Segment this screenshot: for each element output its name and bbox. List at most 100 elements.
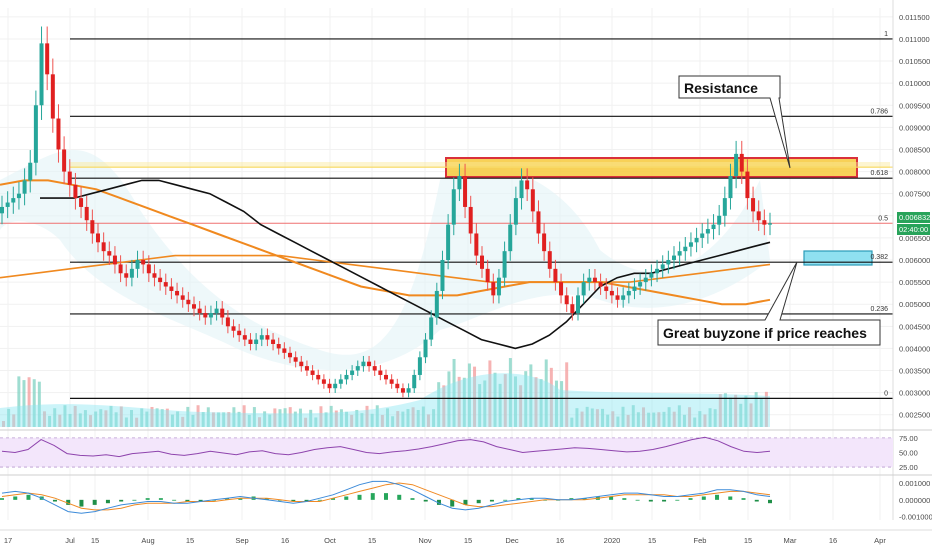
candle-body	[581, 282, 586, 296]
price-tick-label: 0.004500	[899, 322, 930, 331]
volume-bar	[222, 412, 226, 427]
volume-bar	[508, 358, 512, 427]
candle-body	[553, 268, 558, 283]
candle-body	[16, 193, 21, 199]
volume-bar	[247, 414, 251, 427]
candle-body	[180, 295, 185, 300]
volume-bar	[708, 408, 712, 427]
candle-body	[632, 286, 637, 291]
volume-bar	[386, 408, 389, 427]
candle-body	[11, 198, 16, 203]
candle-body	[638, 282, 643, 287]
macd-histogram-bar	[384, 493, 388, 500]
candle-body	[321, 379, 326, 384]
volume-bar	[365, 405, 369, 427]
volume-bar	[196, 405, 200, 427]
volume-bar	[242, 405, 246, 427]
volume-bar	[432, 409, 436, 427]
volume-bar	[22, 380, 26, 427]
price-tick-label: 0.003500	[899, 367, 930, 376]
macd-histogram-bar	[410, 498, 415, 500]
candle-body	[451, 189, 456, 225]
volume-bar	[176, 411, 180, 427]
time-tick-label: 15	[186, 536, 194, 545]
time-tick-label: Sep	[235, 536, 248, 545]
candle-body	[152, 273, 157, 278]
macd-histogram-bar	[662, 499, 667, 502]
candle-body	[626, 290, 631, 296]
volume-bar	[657, 412, 661, 427]
price-tick-label: 0.004000	[899, 344, 930, 353]
volume-bar	[165, 408, 169, 427]
candle-body	[643, 277, 648, 283]
macd-histogram-bar	[436, 499, 441, 505]
volume-bar	[713, 409, 717, 427]
candle-body	[762, 220, 767, 225]
candle-body	[361, 361, 366, 367]
candle-body	[169, 286, 174, 291]
candle-body	[254, 339, 259, 344]
volume-bar	[119, 406, 123, 427]
volume-bar	[703, 414, 707, 427]
volume-bar	[560, 381, 564, 427]
volume-bar	[42, 411, 46, 427]
candle-body	[378, 370, 383, 375]
candle-body	[468, 206, 473, 234]
candle-body	[214, 308, 219, 314]
macd-histogram-bar	[609, 496, 614, 500]
chart-grid	[0, 8, 893, 520]
candle-body	[344, 374, 349, 380]
volume-bar	[698, 411, 702, 427]
macd-line	[1, 480, 771, 514]
price-tick-label: 0.007500	[899, 190, 930, 199]
volume-bar	[718, 394, 722, 427]
macd-histogram-bar	[741, 498, 746, 500]
volume-bar	[452, 358, 456, 427]
candle-body	[587, 277, 592, 283]
volume-bar	[606, 414, 610, 427]
macd-histogram-bar	[317, 499, 322, 501]
price-tick-label: 0.008000	[899, 168, 930, 177]
volume-bar	[298, 408, 302, 427]
candlestick-series	[0, 26, 772, 398]
candle-body	[45, 43, 50, 75]
macd-histogram-bar	[370, 493, 375, 500]
macd-histogram-bar	[145, 498, 150, 500]
volume-bar	[636, 412, 640, 427]
volume-bar	[549, 367, 553, 427]
price-tick-label: 0.002500	[899, 411, 930, 420]
volume-bar	[514, 376, 517, 427]
volume-bar	[329, 405, 333, 427]
time-tick-label: Oct	[324, 536, 337, 545]
volume-bar	[442, 385, 446, 427]
volume-bar	[601, 408, 605, 427]
candle-body	[406, 388, 411, 393]
volume-bar	[63, 405, 67, 427]
candle-body	[282, 348, 287, 353]
time-tick-label: Dec	[505, 536, 519, 545]
candle-body	[434, 290, 439, 318]
buyzone-box[interactable]	[803, 250, 873, 266]
candle-body	[0, 206, 4, 214]
candle-body	[316, 374, 321, 380]
volume-bar	[554, 380, 558, 427]
buyzone-callout: Great buyzone if price reaches	[657, 261, 881, 346]
macd-histogram-bar	[715, 494, 720, 500]
candle-body	[141, 260, 146, 265]
candle-body	[536, 211, 541, 234]
volume-bar	[396, 411, 400, 427]
candle-body	[666, 260, 671, 265]
volume-bar	[590, 408, 594, 427]
volume-bar	[682, 414, 686, 427]
volume-bar	[570, 417, 574, 427]
macd-histogram-bar	[344, 496, 349, 500]
volume-bar	[32, 379, 36, 427]
volume-bar	[145, 411, 149, 427]
time-tick-label: Aug	[141, 536, 154, 545]
volume-bar	[498, 383, 502, 427]
volume-bar	[304, 417, 308, 427]
volume-bar	[293, 411, 297, 427]
candle-body	[480, 255, 484, 269]
volume-bar	[457, 376, 461, 427]
